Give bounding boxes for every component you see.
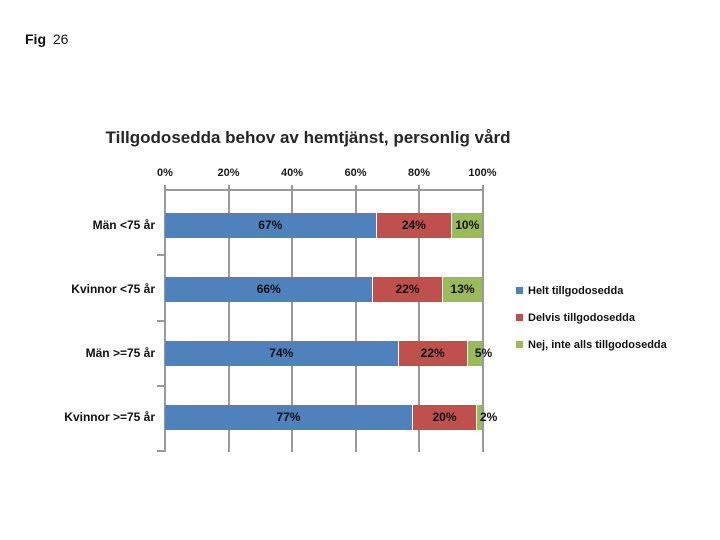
legend-swatch-icon xyxy=(516,314,523,321)
legend-swatch-icon xyxy=(516,287,523,294)
x-axis-tick-label: 0% xyxy=(157,167,173,179)
bar-value-label: 5% xyxy=(474,346,493,360)
x-axis-tick xyxy=(354,185,357,190)
figure-label: Fig 26 xyxy=(25,31,68,47)
bar-segment: 10% xyxy=(451,213,483,238)
legend-swatch-icon xyxy=(516,341,523,348)
category-label: Kvinnor <75 år xyxy=(71,282,155,296)
x-axis-tick-label: 100% xyxy=(468,167,497,179)
gridline xyxy=(227,189,230,452)
bar-value-label: 22% xyxy=(420,346,445,360)
gridline xyxy=(291,189,293,452)
bar-segment: 22% xyxy=(372,277,442,302)
category-label: Kvinnor >=75 år xyxy=(64,410,155,424)
x-axis-tick xyxy=(418,185,420,190)
bar-segment: 24% xyxy=(375,213,452,238)
bar-value-label: 2% xyxy=(479,410,498,424)
category-label: Män >=75 år xyxy=(85,346,155,360)
category-axis-tick xyxy=(157,385,165,388)
x-axis-tick xyxy=(164,185,166,190)
x-axis-tick-label: 40% xyxy=(280,167,304,179)
x-axis-tick xyxy=(481,185,484,190)
legend-item: Helt tillgodosedda xyxy=(516,277,667,304)
gridline xyxy=(164,189,166,452)
x-axis-tick-label: 80% xyxy=(407,167,431,179)
bar-value-label: 20% xyxy=(432,410,457,424)
bar-value-label: 66% xyxy=(256,282,281,296)
x-axis-tick-label: 20% xyxy=(217,167,240,179)
legend: Helt tillgodosedda Delvis tillgodosedda Ne… xyxy=(516,277,667,358)
gridline xyxy=(481,189,484,452)
gridline xyxy=(418,189,420,452)
bar-value-label: 77% xyxy=(276,410,301,424)
x-axis-tick xyxy=(227,185,230,190)
bar-segment: 77% xyxy=(165,405,412,430)
bar-segment: 22% xyxy=(397,341,467,366)
legend-label: Nej, inte alls tillgodosedda xyxy=(528,338,667,351)
bar-segment: 13% xyxy=(441,277,483,302)
figure-label-number: 26 xyxy=(52,31,69,47)
category-axis-tick xyxy=(157,319,165,322)
bar-segment: 5% xyxy=(466,341,492,366)
bar-value-label: 22% xyxy=(395,282,420,296)
bar-segment: 67% xyxy=(165,213,376,238)
category-label: Män <75 år xyxy=(92,218,155,232)
legend-item: Nej, inte alls tillgodosedda xyxy=(516,331,667,358)
bar-value-label: 10% xyxy=(455,218,480,232)
bar-value-label: 13% xyxy=(450,282,475,296)
legend-label: Delvis tillgodosedda xyxy=(528,311,635,324)
x-axis-tick-label: 60% xyxy=(344,167,367,179)
category-axis-tick xyxy=(157,253,165,256)
category-axis-tick xyxy=(157,450,165,452)
bar-segment: 2% xyxy=(476,405,497,430)
bar-segment: 20% xyxy=(411,405,477,430)
legend-item: Delvis tillgodosedda xyxy=(516,304,667,331)
bar-value-label: 24% xyxy=(401,218,426,232)
gridline xyxy=(354,189,357,452)
x-axis-tick xyxy=(291,185,293,190)
figure-label-prefix: Fig xyxy=(25,31,46,47)
bar-value-label: 74% xyxy=(269,346,294,360)
bar-segment: 66% xyxy=(165,277,373,302)
legend-label: Helt tillgodosedda xyxy=(528,284,624,297)
bar-segment: 74% xyxy=(165,341,398,366)
x-axis-line xyxy=(164,189,484,191)
chart-title: Tillgodosedda behov av hemtjänst, person… xyxy=(105,128,511,147)
bar-value-label: 67% xyxy=(258,218,283,232)
